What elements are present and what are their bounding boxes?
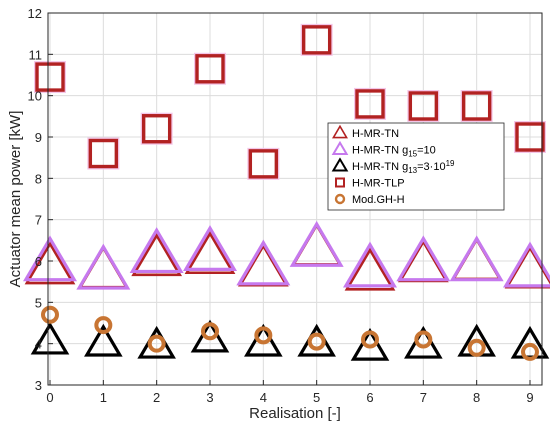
series-1-point [344,247,396,291]
series-5-point [254,326,273,345]
legend-item-1-marker [332,124,348,139]
x-tick-label: 7 [420,390,427,405]
series-4-point-square [141,114,172,144]
y-tick-label: 8 [35,171,42,186]
y-tick-label: 9 [35,130,42,145]
series-1-point [24,241,76,285]
series-4-point-square [195,54,225,84]
y-tick-label: 10 [28,89,42,104]
series-5-point [361,330,379,349]
series-3-point [30,321,70,355]
series-4-point-square [35,62,65,92]
series-4-point [34,61,66,94]
series-4-point [514,121,546,153]
series-4-point [87,137,120,170]
series-4-point-square [461,91,492,121]
series-2-point [396,235,451,282]
y-tick-label: 7 [35,213,42,228]
legend-item-4-marker [335,177,345,188]
series-2-point [76,243,131,290]
series-4-point-halo [87,137,120,170]
series-5-point [94,316,113,335]
series-2-point [289,220,344,267]
series-2-point [23,235,77,282]
series-5-point [147,334,166,353]
plot-frame [47,12,543,386]
legend-box [327,122,505,211]
series-4-point-square [355,89,385,119]
y-tick-label: 5 [35,295,42,310]
y-tick-label: 11 [29,47,43,62]
legend-item-2-marker [331,140,349,156]
legend: H-MR-TN H-MR-TN g15=10H-MR-TN g13=3·1019 H… [327,122,505,211]
series-4-point-square [408,91,439,121]
series-4-point [407,90,440,122]
series-4-point-halo [140,112,173,145]
series-2-point [183,225,237,271]
series-4-point-square [515,122,545,152]
legend-item-5-marker [334,193,346,205]
y-tick-label: 4 [35,337,42,352]
series-2-point [343,241,397,288]
series-4-point [247,147,280,180]
y-axis-label: Actuator mean power [kW] [7,111,24,288]
series-5-point [41,305,59,324]
series-4-point [300,23,333,56]
x-tick-label: 0 [46,390,53,405]
series-3-point [350,327,390,361]
y-tick-label: 3 [35,378,42,393]
series-5-point [414,330,433,349]
legend-item-2-label: H-MR-TN g15=10 [352,145,436,159]
legend-item-3-label: H-MR-TN g13=3·1019 [352,159,455,175]
series-2-point [236,239,291,286]
series-2-point [129,227,184,274]
x-axis-label: Realisation [-] [249,405,341,422]
series-4-point-halo [247,147,280,180]
series-4-point [460,90,493,122]
x-tick-label: 9 [526,390,533,405]
legend-item-3-marker [331,157,349,172]
x-tick-label: 6 [366,390,373,405]
series-4-point-square [301,25,332,55]
series-4-point-halo [34,61,66,94]
data-markers [23,23,550,361]
series-5-point [521,342,539,361]
x-tick-label: 5 [313,390,320,405]
series-4-point-square [88,138,119,169]
legend-item-4-label: H-MR-TLP [352,178,405,190]
series-4-point-halo [407,90,440,122]
y-tick-label: 12 [28,6,42,21]
series-4-point-halo [460,90,493,122]
series-2-point [449,235,504,282]
series-5-point [467,338,486,357]
series-4-point-halo [300,23,333,56]
series-1-point [184,230,236,275]
series-4-point-halo [194,52,226,85]
legend-item-5-label: Mod.GH-H [352,194,405,206]
series-5-point [201,322,219,341]
series-4-point [140,112,173,145]
series-4-point-square [248,149,279,179]
series-5-point [307,332,326,351]
series-3-point [244,323,283,357]
series-4-point-halo [354,87,386,120]
series-4-point [194,52,226,85]
x-tick-label: 2 [153,390,160,405]
x-tick-label: 8 [473,390,480,405]
series-1-point [131,232,183,277]
x-tick-label: 1 [100,390,107,405]
y-tick-label: 6 [35,254,42,269]
x-tick-label: 4 [260,390,267,405]
series-3-point [84,323,123,357]
x-tick-label: 3 [206,390,213,405]
series-4-point-halo [514,121,546,153]
series-4-point [354,87,386,120]
series-3-point [190,319,230,353]
legend-item-1-label: H-MR-TN [352,128,399,140]
